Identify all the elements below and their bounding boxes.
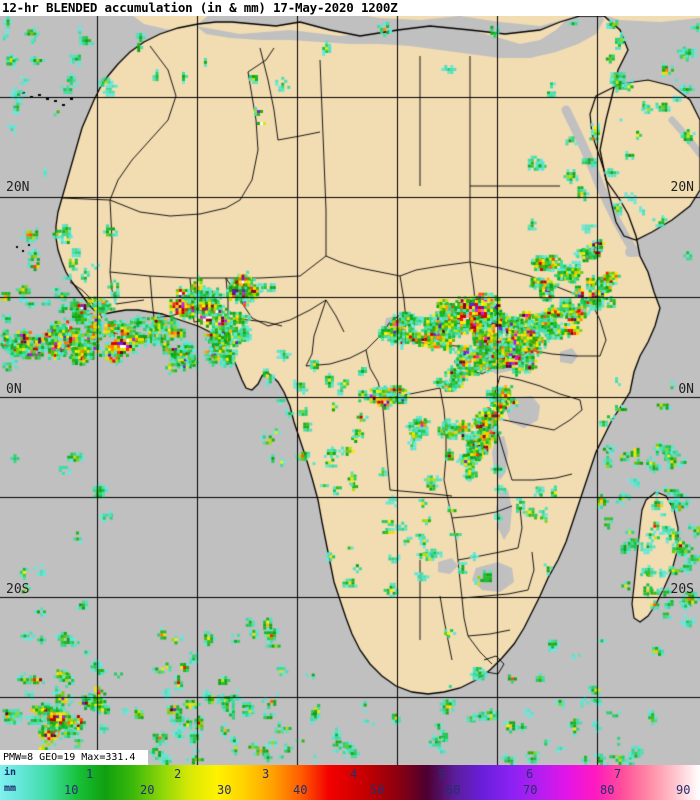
colorbar-tick-mm-20: 20 bbox=[140, 783, 155, 797]
colorbar-tick-in-6: 6 bbox=[526, 767, 534, 781]
map-area[interactable]: 20N 20N 0N 0N 20S 20S bbox=[0, 0, 700, 765]
colorbar-tick-mm-30: 30 bbox=[217, 783, 232, 797]
colorbar-tick-mm-70: 70 bbox=[523, 783, 538, 797]
colorbar-tick-in-4: 4 bbox=[350, 767, 358, 781]
lat-label-right-20s: 20S bbox=[670, 582, 694, 597]
page-title: 12-hr BLENDED accumulation (in & mm) 17-… bbox=[2, 0, 398, 15]
colorbar-tick-in-7: 7 bbox=[614, 767, 622, 781]
colorbar-tick-in-2: 2 bbox=[174, 767, 182, 781]
lat-label-right-0n: 0N bbox=[678, 382, 694, 397]
lat-label-right-20n: 20N bbox=[670, 180, 694, 195]
lat-label-left-0n: 0N bbox=[6, 382, 22, 397]
map-canvas[interactable] bbox=[0, 0, 700, 765]
colorbar-tick-mm-40: 40 bbox=[293, 783, 308, 797]
colorbar-unit-inches: in bbox=[4, 767, 17, 778]
title-bar: 12-hr BLENDED accumulation (in & mm) 17-… bbox=[0, 0, 700, 16]
color-scale-legend: in mm 1 2 3 4 5 6 7 10 20 30 40 50 60 70 80 90 bbox=[0, 765, 700, 800]
colorbar-tick-mm-60: 60 bbox=[446, 783, 461, 797]
status-bar: PMW=8 GEO=19 Max=331.4 bbox=[0, 750, 148, 765]
colorbar-tick-in-3: 3 bbox=[262, 767, 270, 781]
lat-label-left-20s: 20S bbox=[6, 582, 30, 597]
colorbar-tick-in-5: 5 bbox=[438, 767, 446, 781]
lat-label-left-20n: 20N bbox=[6, 180, 30, 195]
colorbar-tick-mm-50: 50 bbox=[370, 783, 385, 797]
colorbar-tick-mm-90: 90 bbox=[676, 783, 691, 797]
color-scale-gradient bbox=[0, 765, 700, 800]
colorbar-tick-in-1: 1 bbox=[86, 767, 94, 781]
colorbar-unit-millimeters: mm bbox=[4, 783, 17, 794]
colorbar-tick-mm-10: 10 bbox=[64, 783, 79, 797]
status-text: PMW=8 GEO=19 Max=331.4 bbox=[3, 752, 136, 763]
colorbar-tick-mm-80: 80 bbox=[600, 783, 615, 797]
